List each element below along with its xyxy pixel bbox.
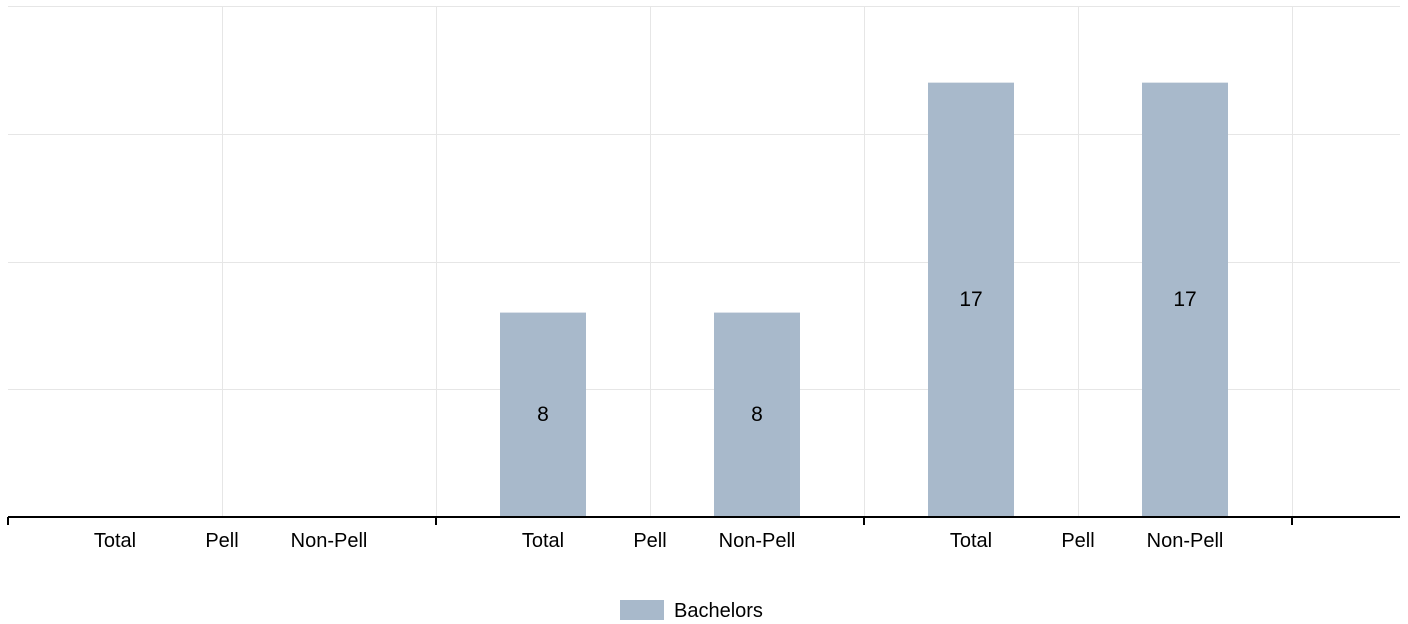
bar-bachelors-non-pell xyxy=(714,312,800,517)
x-tick-label: Total xyxy=(94,530,136,552)
data-label: 17 xyxy=(1173,288,1196,311)
data-label: 8 xyxy=(537,403,549,426)
x-tick-label: Non-Pell xyxy=(719,530,796,552)
bar-bachelors-non-pell xyxy=(1142,82,1228,518)
data-label: 17 xyxy=(959,288,982,311)
x-tick-label: Pell xyxy=(1061,530,1094,552)
data-labels: 8 8 17 17 xyxy=(537,288,1197,426)
bar-bachelors-total xyxy=(928,82,1014,518)
data-label: 8 xyxy=(751,403,763,426)
x-tick-label: Total xyxy=(950,530,992,552)
bars xyxy=(500,82,1228,518)
x-tick-label: Total xyxy=(522,530,564,552)
x-tick-label: Pell xyxy=(633,530,666,552)
legend-label: Bachelors xyxy=(674,600,763,622)
x-tick-label: Pell xyxy=(205,530,238,552)
legend-swatch xyxy=(620,600,664,620)
legend: Bachelors xyxy=(620,600,763,622)
bar-bachelors-total xyxy=(500,312,586,517)
x-tick-label: Non-Pell xyxy=(1147,530,1224,552)
x-axis: Total Pell Non-Pell Total Pell Non-Pell Total P… xyxy=(7,516,1400,552)
x-tick-label: Non-Pell xyxy=(291,530,368,552)
